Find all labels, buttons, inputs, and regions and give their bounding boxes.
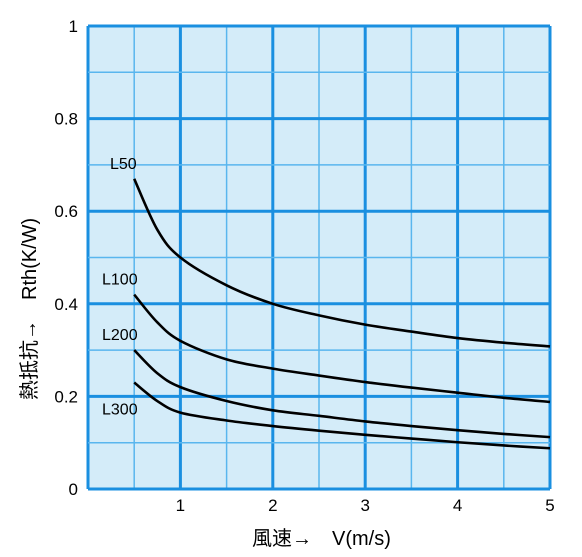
y-tick-label: 0.4 xyxy=(54,295,78,314)
x-axis-ticks: 1 2 3 4 5 xyxy=(176,496,555,515)
series-line-l50 xyxy=(133,178,551,348)
x-tick-label: 1 xyxy=(176,496,185,515)
y-tick-label: 0.8 xyxy=(54,110,78,129)
x-tick-label: 5 xyxy=(545,496,554,515)
series-line-l200 xyxy=(133,349,551,439)
series-label-l50: L50 xyxy=(110,156,137,173)
series-lines xyxy=(133,178,551,450)
series-line-l100 xyxy=(133,293,551,404)
y-tick-label: 1 xyxy=(69,17,78,36)
series-label-l200: L200 xyxy=(102,327,138,344)
y-axis-title: 熱抵抗→ Rth(K/W) xyxy=(18,218,41,400)
series-labels: L50 L100 L200 L300 xyxy=(102,156,138,419)
x-tick-label: 3 xyxy=(360,496,369,515)
x-tick-label: 2 xyxy=(268,496,277,515)
series-label-l300: L300 xyxy=(102,402,138,419)
series-label-l100: L100 xyxy=(102,272,138,289)
series-line-l300 xyxy=(133,381,551,450)
x-tick-label: 4 xyxy=(453,496,462,515)
y-tick-label: 0.6 xyxy=(54,202,78,221)
origin-tick-label: 0 xyxy=(69,480,78,499)
y-tick-label: 0.2 xyxy=(54,387,78,406)
grid xyxy=(86,24,552,491)
x-axis-title: 風速→ V(m/s) xyxy=(252,527,391,550)
y-axis-ticks: 0 0.2 0.4 0.6 0.8 1 xyxy=(54,17,78,499)
